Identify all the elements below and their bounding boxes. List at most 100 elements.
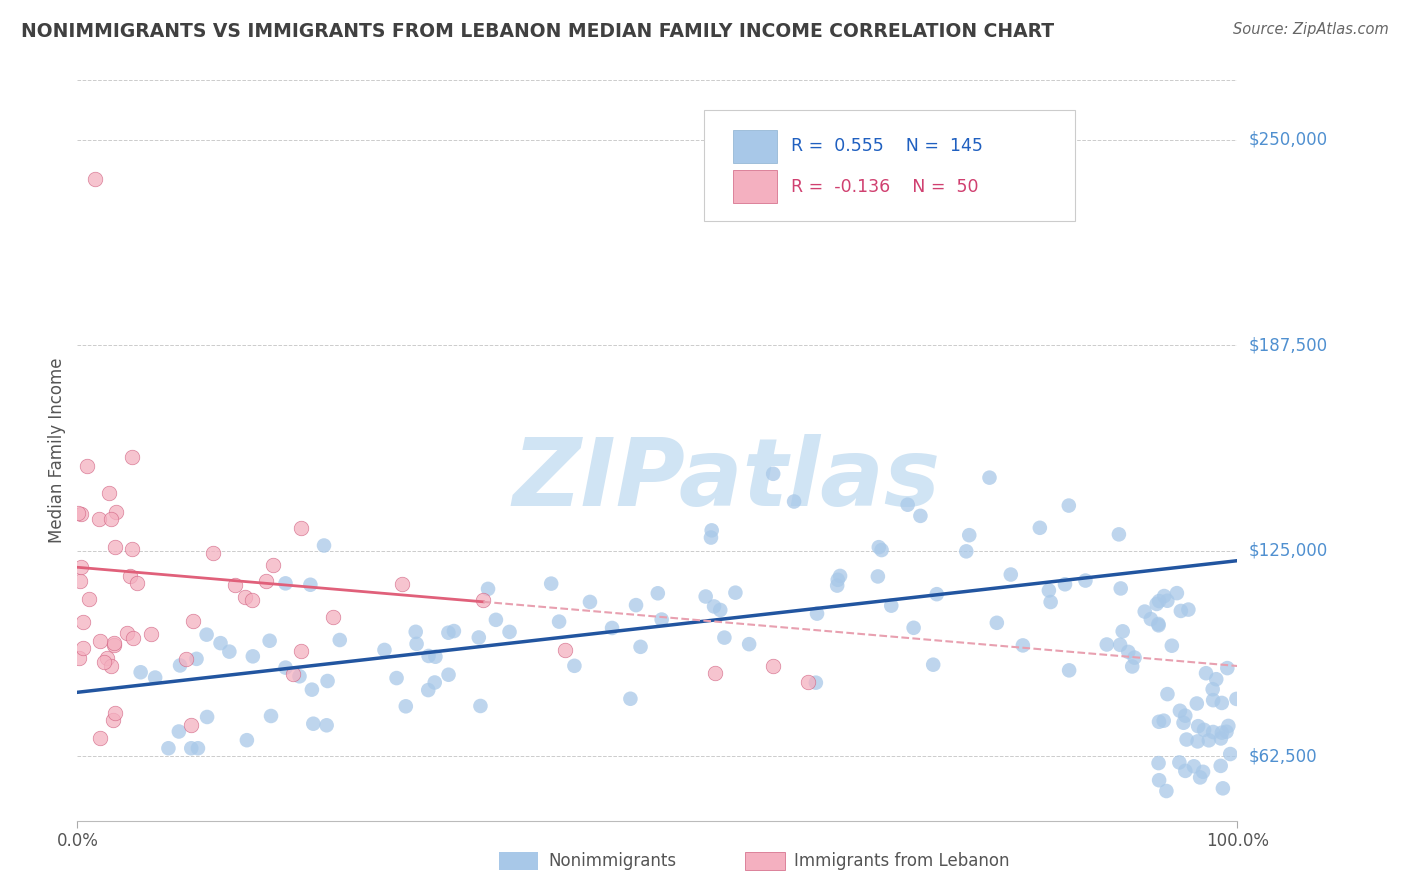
Point <box>187 741 209 756</box>
Point <box>647 586 669 600</box>
Point <box>955 544 977 558</box>
Y-axis label: Median Family Income: Median Family Income <box>48 358 66 543</box>
Point <box>1175 732 1198 747</box>
Point <box>103 540 125 554</box>
Point <box>122 631 145 645</box>
Point <box>783 494 806 508</box>
Point <box>624 598 647 612</box>
Text: $125,000: $125,000 <box>1249 541 1327 560</box>
Point <box>312 539 335 553</box>
Text: $250,000: $250,000 <box>1249 130 1327 148</box>
Point <box>600 621 623 635</box>
Point <box>186 652 208 666</box>
Point <box>195 710 218 724</box>
Point <box>1121 659 1143 673</box>
Point <box>700 531 723 545</box>
Point <box>423 675 446 690</box>
Point <box>485 613 508 627</box>
Point <box>70 508 93 522</box>
Text: Source: ZipAtlas.com: Source: ZipAtlas.com <box>1233 22 1389 37</box>
Point <box>1202 725 1225 739</box>
Point <box>1146 597 1168 611</box>
Point <box>76 459 98 474</box>
Point <box>554 642 576 657</box>
Text: Immigrants from Lebanon: Immigrants from Lebanon <box>794 852 1010 870</box>
Point <box>477 582 499 596</box>
Point <box>141 626 163 640</box>
Point <box>418 648 440 663</box>
Point <box>1189 771 1212 785</box>
Point <box>321 609 344 624</box>
Point <box>167 724 190 739</box>
Point <box>1109 638 1132 652</box>
Point <box>957 528 980 542</box>
Point <box>1174 708 1197 723</box>
Point <box>1000 567 1022 582</box>
Point <box>1173 715 1195 730</box>
Point <box>1211 696 1233 710</box>
Point <box>1095 638 1118 652</box>
Point <box>1039 595 1062 609</box>
Point <box>202 546 225 560</box>
Point <box>72 615 94 630</box>
Point <box>93 655 115 669</box>
Point <box>828 569 851 583</box>
Point <box>870 543 893 558</box>
Point <box>181 614 204 628</box>
Point <box>1168 756 1191 770</box>
Point <box>868 540 890 554</box>
Point <box>1192 764 1215 779</box>
Point <box>1174 764 1197 778</box>
Point <box>288 669 311 683</box>
Point <box>897 498 920 512</box>
Point <box>903 621 925 635</box>
Point <box>738 637 761 651</box>
Point <box>703 599 725 614</box>
FancyBboxPatch shape <box>733 170 776 203</box>
Point <box>1205 672 1227 686</box>
Point <box>762 659 785 673</box>
Point <box>405 637 427 651</box>
Point <box>922 657 945 672</box>
Point <box>1225 692 1247 706</box>
Text: Nonimmigrants: Nonimmigrants <box>548 852 676 870</box>
Point <box>713 631 735 645</box>
Point <box>301 682 323 697</box>
Point <box>299 578 322 592</box>
Point <box>797 675 820 690</box>
Point <box>437 625 460 640</box>
Point <box>274 576 297 591</box>
Point <box>218 645 240 659</box>
Point <box>118 569 141 583</box>
Point <box>630 640 652 654</box>
Point <box>880 599 903 613</box>
Point <box>470 698 492 713</box>
Point <box>1156 593 1178 607</box>
Point <box>651 613 673 627</box>
Point <box>1215 724 1237 739</box>
Point <box>180 741 202 756</box>
Point <box>1166 586 1188 600</box>
Point <box>104 706 127 720</box>
Point <box>101 713 124 727</box>
Point <box>262 558 284 572</box>
Point <box>1147 756 1170 770</box>
Point <box>87 511 110 525</box>
Point <box>157 741 180 756</box>
Text: $187,500: $187,500 <box>1249 336 1327 354</box>
Point <box>1219 747 1241 761</box>
Point <box>67 651 90 665</box>
Point <box>1029 521 1052 535</box>
Point <box>806 607 828 621</box>
Point <box>290 521 312 535</box>
Text: $62,500: $62,500 <box>1249 747 1317 765</box>
Point <box>1209 759 1232 773</box>
Point <box>103 638 125 652</box>
Point <box>1109 582 1132 596</box>
Text: R =  -0.136    N =  50: R = -0.136 N = 50 <box>790 178 979 195</box>
Point <box>1116 645 1139 659</box>
Point <box>1147 594 1170 608</box>
Point <box>540 576 562 591</box>
Point <box>1177 602 1199 616</box>
Point <box>1153 714 1175 728</box>
